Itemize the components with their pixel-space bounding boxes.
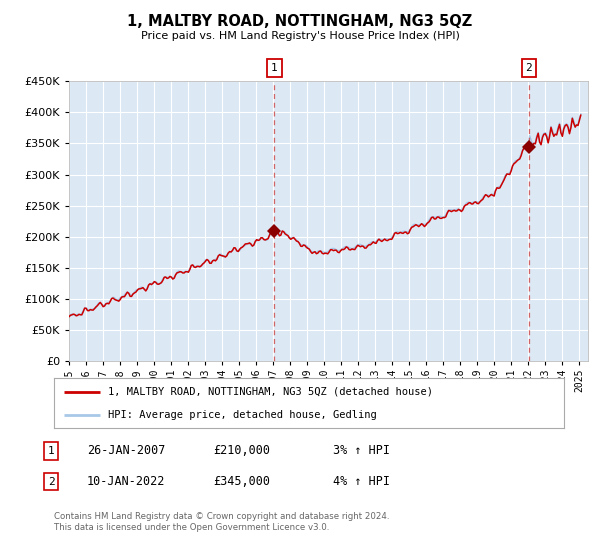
Text: Contains HM Land Registry data © Crown copyright and database right 2024.
This d: Contains HM Land Registry data © Crown c… bbox=[54, 512, 389, 532]
Text: 1, MALTBY ROAD, NOTTINGHAM, NG3 5QZ: 1, MALTBY ROAD, NOTTINGHAM, NG3 5QZ bbox=[127, 14, 473, 29]
Text: 3% ↑ HPI: 3% ↑ HPI bbox=[333, 444, 390, 458]
Text: HPI: Average price, detached house, Gedling: HPI: Average price, detached house, Gedl… bbox=[107, 410, 376, 420]
Text: 1, MALTBY ROAD, NOTTINGHAM, NG3 5QZ (detached house): 1, MALTBY ROAD, NOTTINGHAM, NG3 5QZ (det… bbox=[107, 386, 433, 396]
Text: 10-JAN-2022: 10-JAN-2022 bbox=[87, 475, 166, 488]
Text: 2: 2 bbox=[526, 63, 532, 73]
Text: £210,000: £210,000 bbox=[213, 444, 270, 458]
Text: £345,000: £345,000 bbox=[213, 475, 270, 488]
Text: 26-JAN-2007: 26-JAN-2007 bbox=[87, 444, 166, 458]
Text: 2: 2 bbox=[47, 477, 55, 487]
Text: 1: 1 bbox=[47, 446, 55, 456]
Text: 1: 1 bbox=[271, 63, 278, 73]
Text: 4% ↑ HPI: 4% ↑ HPI bbox=[333, 475, 390, 488]
Text: Price paid vs. HM Land Registry's House Price Index (HPI): Price paid vs. HM Land Registry's House … bbox=[140, 31, 460, 41]
